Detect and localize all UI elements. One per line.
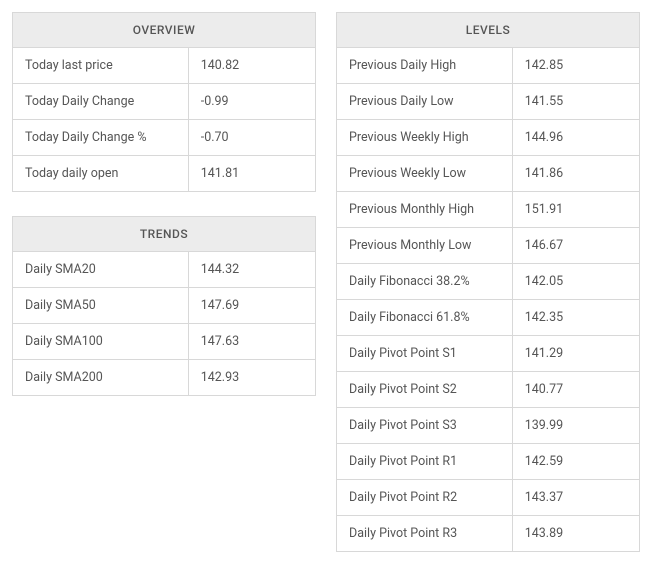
row-label: Daily Fibonacci 38.2% [337,264,513,300]
row-value: 141.29 [512,336,639,372]
row-label: Today Daily Change [13,84,189,120]
trends-title: TRENDS [13,217,316,252]
row-label: Daily SMA200 [13,360,189,396]
table-row: Daily SMA20144.32 [13,252,316,288]
row-value: 140.82 [188,48,315,84]
row-value: 147.69 [188,288,315,324]
row-label: Previous Weekly High [337,120,513,156]
row-label: Daily Pivot Point S2 [337,372,513,408]
table-row: Daily Pivot Point R2143.37 [337,480,640,516]
row-label: Daily Pivot Point R3 [337,516,513,552]
row-value: 139.99 [512,408,639,444]
row-value: 142.93 [188,360,315,396]
row-label: Previous Daily High [337,48,513,84]
row-value: 140.77 [512,372,639,408]
row-value: 141.81 [188,156,315,192]
row-value: 141.86 [512,156,639,192]
row-value: 143.37 [512,480,639,516]
row-value: 142.35 [512,300,639,336]
row-label: Previous Monthly Low [337,228,513,264]
row-label: Today Daily Change % [13,120,189,156]
table-row: Daily Pivot Point S2140.77 [337,372,640,408]
table-row: Previous Weekly High144.96 [337,120,640,156]
row-label: Previous Monthly High [337,192,513,228]
row-value: -0.70 [188,120,315,156]
table-row: Daily Pivot Point R3143.89 [337,516,640,552]
row-label: Daily SMA20 [13,252,189,288]
table-row: Daily Fibonacci 38.2%142.05 [337,264,640,300]
row-label: Daily SMA50 [13,288,189,324]
trends-body: Daily SMA20144.32Daily SMA50147.69Daily … [13,252,316,396]
row-label: Previous Weekly Low [337,156,513,192]
row-label: Daily Pivot Point R1 [337,444,513,480]
row-label: Daily SMA100 [13,324,189,360]
overview-title: OVERVIEW [13,13,316,48]
table-row: Previous Daily Low141.55 [337,84,640,120]
row-value: -0.99 [188,84,315,120]
row-label: Today daily open [13,156,189,192]
table-row: Daily Pivot Point S1141.29 [337,336,640,372]
table-row: Daily SMA100147.63 [13,324,316,360]
levels-title: LEVELS [337,13,640,48]
right-column: LEVELS Previous Daily High142.85Previous… [336,12,640,552]
table-row: Today daily open141.81 [13,156,316,192]
table-row: Today Daily Change-0.99 [13,84,316,120]
table-row: Previous Monthly Low146.67 [337,228,640,264]
levels-table: LEVELS Previous Daily High142.85Previous… [336,12,640,552]
overview-body: Today last price140.82Today Daily Change… [13,48,316,192]
row-value: 142.59 [512,444,639,480]
trends-table: TRENDS Daily SMA20144.32Daily SMA50147.6… [12,216,316,396]
table-row: Daily Pivot Point R1142.59 [337,444,640,480]
row-value: 147.63 [188,324,315,360]
table-row: Daily SMA200142.93 [13,360,316,396]
row-value: 142.85 [512,48,639,84]
row-label: Today last price [13,48,189,84]
overview-table: OVERVIEW Today last price140.82Today Dai… [12,12,316,192]
row-label: Daily Fibonacci 61.8% [337,300,513,336]
row-label: Daily Pivot Point S1 [337,336,513,372]
table-row: Daily SMA50147.69 [13,288,316,324]
tables-container: OVERVIEW Today last price140.82Today Dai… [12,12,644,552]
row-value: 143.89 [512,516,639,552]
table-row: Today last price140.82 [13,48,316,84]
row-value: 142.05 [512,264,639,300]
table-row: Previous Weekly Low141.86 [337,156,640,192]
left-column: OVERVIEW Today last price140.82Today Dai… [12,12,316,396]
table-row: Previous Daily High142.85 [337,48,640,84]
row-value: 141.55 [512,84,639,120]
table-row: Daily Pivot Point S3139.99 [337,408,640,444]
row-value: 151.91 [512,192,639,228]
table-row: Daily Fibonacci 61.8%142.35 [337,300,640,336]
table-row: Today Daily Change %-0.70 [13,120,316,156]
levels-body: Previous Daily High142.85Previous Daily … [337,48,640,552]
row-label: Daily Pivot Point S3 [337,408,513,444]
row-value: 144.32 [188,252,315,288]
table-row: Previous Monthly High151.91 [337,192,640,228]
row-value: 144.96 [512,120,639,156]
row-label: Previous Daily Low [337,84,513,120]
row-label: Daily Pivot Point R2 [337,480,513,516]
row-value: 146.67 [512,228,639,264]
